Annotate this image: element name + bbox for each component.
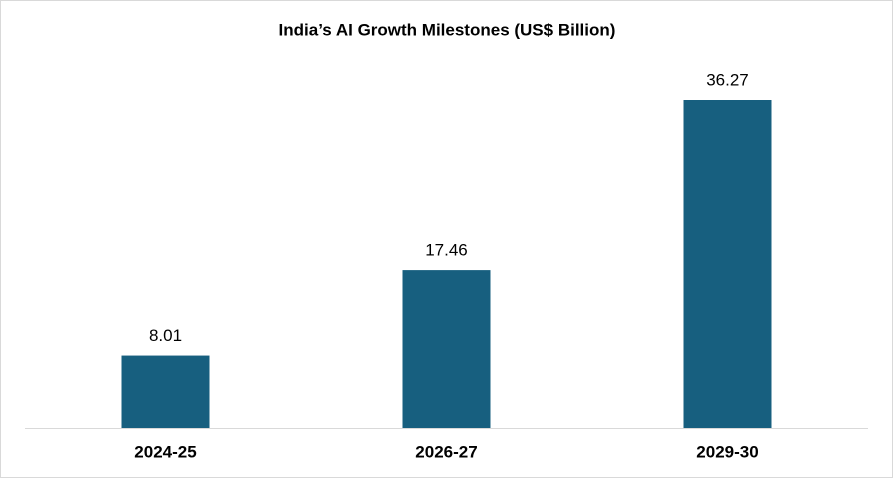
data-label: 17.46 — [425, 241, 468, 260]
x-tick-label: 2026-27 — [415, 442, 477, 461]
data-label: 8.01 — [149, 326, 182, 345]
data-label: 36.27 — [706, 70, 749, 89]
x-tick-label: 2024-25 — [134, 442, 196, 461]
bar — [683, 100, 772, 428]
bar — [402, 270, 491, 428]
x-tick-label: 2029-30 — [696, 442, 758, 461]
chart-title: India’s AI Growth Milestones (US$ Billio… — [279, 20, 616, 39]
bar — [121, 355, 210, 428]
